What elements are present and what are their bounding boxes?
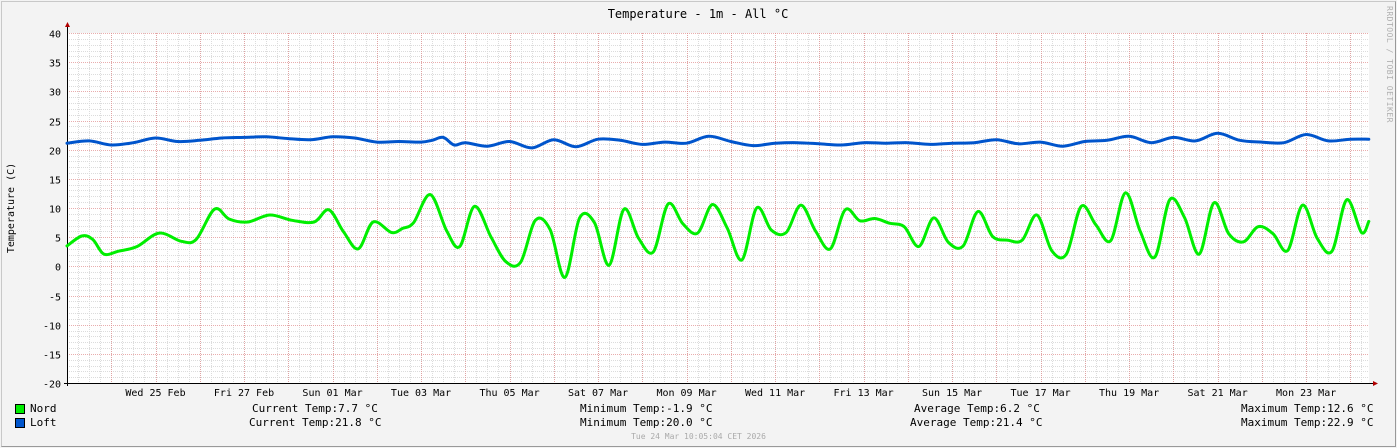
y-tick-label: -5	[49, 293, 61, 304]
y-axis-arrow	[65, 22, 70, 27]
x-tick-label: Tue 03 Mar	[391, 388, 451, 399]
y-tick-label: -20	[43, 380, 61, 391]
y-tick-label: 30	[49, 88, 61, 99]
x-tick-label: Sat 21 Mar	[1188, 388, 1248, 399]
y-tick-label: 10	[49, 205, 61, 216]
generated-timestamp: Tue 24 Mar 10:05:04 CET 2026	[631, 432, 766, 441]
legend-name-loft: Loft	[30, 416, 57, 429]
y-tick-label: 0	[55, 263, 61, 274]
series-line-nord	[65, 191, 1371, 279]
x-tick-label: Mon 09 Mar	[656, 388, 716, 399]
y-tick-label: 20	[49, 147, 61, 158]
nord-current-temp: Current Temp:7.7 °C	[252, 402, 378, 415]
x-tick-label: Tue 17 Mar	[1011, 388, 1071, 399]
nord-average-temp: Average Temp:6.2 °C	[914, 402, 1040, 415]
legend-swatch-loft	[15, 418, 25, 428]
chart-series	[65, 131, 1371, 279]
rrdtool-watermark: RRDTOOL / TOBI OETIKER	[1385, 6, 1394, 123]
x-tick-label: Mon 23 Mar	[1276, 388, 1336, 399]
x-tick-label: Fri 27 Feb	[214, 388, 274, 399]
y-tick-label: -15	[43, 351, 61, 362]
y-tick-label: 40	[49, 30, 61, 41]
x-tick-label: Wed 25 Feb	[125, 388, 185, 399]
x-axis-arrow	[1373, 381, 1378, 386]
x-tick-label: Thu 19 Mar	[1099, 388, 1159, 399]
loft-maximum-temp: Maximum Temp:22.9 °C	[1241, 416, 1374, 429]
x-tick-label: Sun 01 Mar	[302, 388, 362, 399]
x-tick-label: Fri 13 Mar	[833, 388, 893, 399]
legend-name-nord: Nord	[30, 402, 57, 415]
loft-current-temp: Current Temp:21.8 °C	[249, 416, 382, 429]
legend-swatch-nord	[15, 404, 25, 414]
x-tick-label: Sun 15 Mar	[922, 388, 982, 399]
y-tick-label: -10	[43, 322, 61, 333]
y-tick-label: 15	[49, 176, 61, 187]
x-tick-label: Thu 05 Mar	[479, 388, 539, 399]
y-tick-label: 35	[49, 59, 61, 70]
nord-minimum-temp: Minimum Temp:-1.9 °C	[580, 402, 713, 415]
x-tick-label: Sat 07 Mar	[568, 388, 628, 399]
y-tick-label: 25	[49, 118, 61, 129]
nord-maximum-temp: Maximum Temp:12.6 °C	[1241, 402, 1374, 415]
loft-average-temp: Average Temp:21.4 °C	[910, 416, 1043, 429]
loft-minimum-temp: Minimum Temp:20.0 °C	[580, 416, 713, 429]
series-line-loft	[65, 131, 1371, 150]
legend-row-loft: Loft Current Temp:21.8 °C Minimum Temp:2…	[0, 416, 1397, 430]
x-tick-label: Wed 11 Mar	[745, 388, 805, 399]
legend-row-nord: Nord Current Temp:7.7 °C Minimum Temp:-1…	[0, 402, 1397, 416]
chart-axes: -20 -15 -10 -5 0 5 10 15 20 25 30 35 40 Wed 25 Feb Fri…	[43, 22, 1378, 399]
y-tick-label: 5	[55, 234, 61, 245]
chart-title: Temperature - 1m - All °C	[608, 7, 789, 21]
chart-grid	[67, 33, 1369, 384]
y-axis-label: Temperature (C)	[6, 163, 17, 253]
